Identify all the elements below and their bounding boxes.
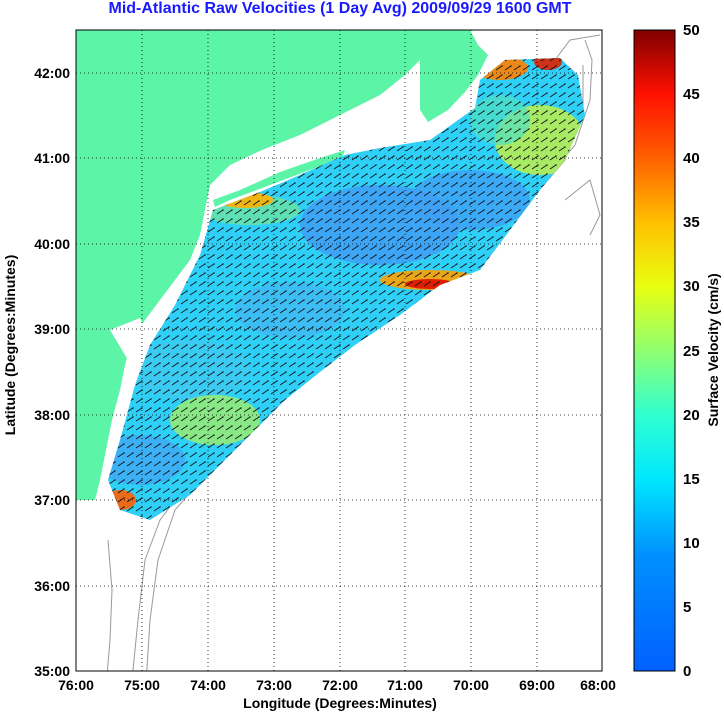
x-tick-labels: 76:00 75:00 74:00 73:00 72:00 71:00 70:0…	[58, 677, 616, 693]
y-tick-label: 40:00	[34, 236, 70, 252]
colorbar-tick-label: 5	[683, 599, 691, 616]
x-tick-label: 70:00	[453, 677, 489, 693]
y-tick-label: 42:00	[34, 65, 70, 81]
x-tick-label: 75:00	[124, 677, 160, 693]
colorbar-tick-label: 0	[683, 663, 691, 680]
colorbar-tick-label: 10	[683, 535, 700, 552]
grid	[76, 30, 602, 671]
x-tick-label: 76:00	[58, 677, 94, 693]
colorbar-tick-label: 40	[683, 150, 700, 167]
colorbar-tick-label: 35	[683, 214, 700, 231]
x-tick-label: 69:00	[519, 677, 555, 693]
colorbar-tick-label: 15	[683, 471, 700, 488]
y-tick-label: 38:00	[34, 407, 70, 423]
x-tick-label: 73:00	[256, 677, 292, 693]
x-tick-label: 68:00	[580, 677, 616, 693]
colorbar-tick-label: 30	[683, 278, 700, 295]
colorbar-tick-label: 50	[683, 22, 700, 39]
colorbar	[633, 29, 676, 672]
land-mass	[76, 30, 420, 500]
y-tick-labels: 35:00 36:00 37:00 38:00 39:00 40:00 41:0…	[34, 65, 70, 679]
y-tick-label: 36:00	[34, 578, 70, 594]
x-tick-label: 71:00	[387, 677, 423, 693]
y-tick-label: 35:00	[34, 663, 70, 679]
colorbar-tick-label: 20	[683, 407, 700, 424]
cape-cod	[420, 30, 488, 122]
colorbar-label: Surface Velocity (cm/s)	[705, 273, 721, 426]
x-tick-label: 74:00	[190, 677, 226, 693]
y-axis-label: Latitude (Degrees:Minutes)	[2, 255, 18, 435]
x-axis-label: Longitude (Degrees:Minutes)	[243, 695, 437, 711]
y-tick-label: 41:00	[34, 150, 70, 166]
long-island	[213, 150, 345, 207]
colorbar-tick-labels: 0 5 10 15 20 25 30 35 40 45 50	[683, 22, 700, 680]
colorbar-tick-label: 45	[683, 86, 700, 103]
y-tick-label: 39:00	[34, 321, 70, 337]
colorbar-tick-label: 25	[683, 343, 700, 360]
y-tick-label: 37:00	[34, 492, 70, 508]
plot-frame	[75, 29, 603, 672]
x-tick-label: 72:00	[322, 677, 358, 693]
delaware-bay	[110, 318, 150, 360]
map-title: Mid-Atlantic Raw Velocities (1 Day Avg) …	[108, 0, 572, 17]
